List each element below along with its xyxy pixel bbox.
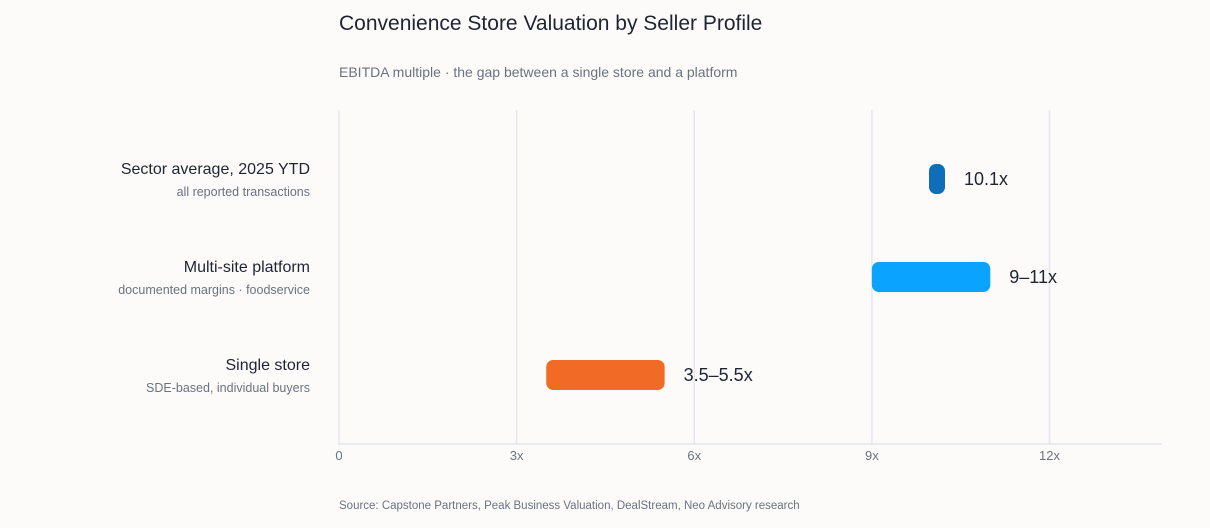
row-label: Multi-site platform [184,259,310,276]
chart-rows: Sector average, 2025 YTD all reported tra… [118,161,1057,395]
x-axis-ticks: 0 3x 6x 9x 12x [335,448,1060,463]
value-label: 3.5–5.5x [684,365,753,385]
row-label: Single store [226,357,311,374]
value-label: 10.1x [964,169,1008,189]
range-bar [546,360,665,390]
value-label: 9–11x [1009,267,1057,287]
source-note: Source: Capstone Partners, Peak Business… [339,500,800,512]
chart-title: Convenience Store Valuation by Seller Pr… [339,12,763,35]
x-tick-label: 12x [1039,448,1060,463]
range-bar [929,164,946,194]
chart-row: Sector average, 2025 YTD all reported tra… [121,161,1008,199]
x-tick-label: 3x [510,448,524,463]
range-bar [871,262,991,292]
chart-row: Single store SDE-based, individual buyers… [146,357,753,395]
chart-subtitle: EBITDA multiple · the gap between a sing… [339,64,738,80]
x-tick-label: 9x [865,448,879,463]
x-tick-label: 0 [335,448,342,463]
row-sublabel: SDE-based, individual buyers [146,381,310,395]
chart-row: Multi-site platform documented margins · … [118,259,1057,297]
row-sublabel: documented margins · foodservice [118,283,310,297]
grid-lines [338,110,1051,444]
x-tick-label: 6x [687,448,701,463]
row-label: Sector average, 2025 YTD [121,161,310,178]
row-sublabel: all reported transactions [177,185,310,199]
